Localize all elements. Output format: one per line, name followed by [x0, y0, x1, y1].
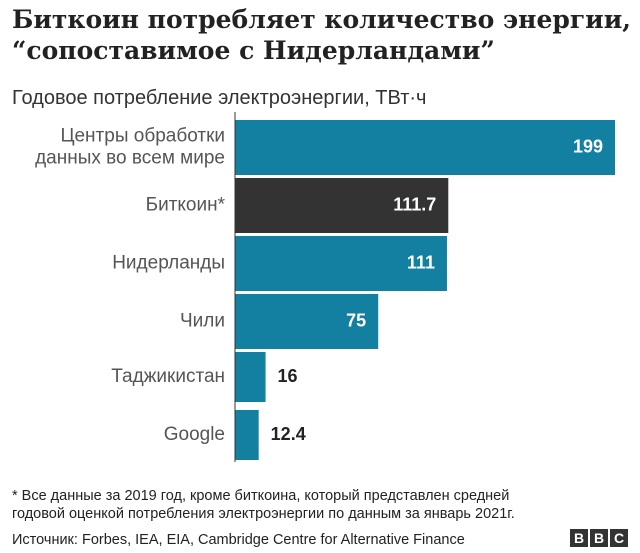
bbc-logo-b2: B — [590, 529, 608, 547]
chart-subtitle: Годовое потребление электроэнергии, ТВт·… — [12, 87, 427, 109]
footnote-line-1: * Все данные за 2019 год, кроме биткоина… — [12, 488, 510, 504]
bar-0 — [235, 120, 615, 175]
value-label-3: 75 — [346, 310, 366, 330]
category-label-5: Google — [164, 424, 225, 445]
category-label-2: Нидерланды — [112, 253, 225, 274]
category-label-3: Чили — [180, 311, 225, 332]
bar-3 — [235, 294, 379, 349]
category-label-0-0: Центры обработки — [60, 126, 225, 147]
bar-5 — [235, 410, 259, 460]
value-label-0: 199 — [573, 136, 603, 156]
bar-1 — [235, 178, 449, 233]
source-note: Источник: Forbes, IEA, EIA, Cambridge Ce… — [12, 532, 465, 548]
category-label-4: Таджикистан — [111, 366, 225, 387]
category-label-0-1: данных во всем мире — [35, 148, 225, 169]
value-label-1: 111.7 — [393, 194, 436, 214]
value-label-4: 16 — [278, 366, 298, 386]
bbc-logo-b1: B — [570, 529, 588, 547]
bar-2 — [235, 236, 447, 291]
chart-title: Биткоин потребляет количество энергии, “… — [12, 5, 631, 65]
bbc-logo-c: C — [610, 529, 628, 547]
value-label-5: 12.4 — [271, 424, 306, 444]
category-label-1: Биткоин* — [146, 195, 226, 216]
bar-4 — [235, 352, 266, 402]
footnote: * Все данные за 2019 год, кроме биткоина… — [12, 487, 622, 523]
value-label-2: 111 — [407, 252, 435, 272]
bbc-logo: B B C — [570, 529, 628, 547]
footnote-line-2: годовой оценкой потребления электроэнерг… — [12, 506, 515, 522]
